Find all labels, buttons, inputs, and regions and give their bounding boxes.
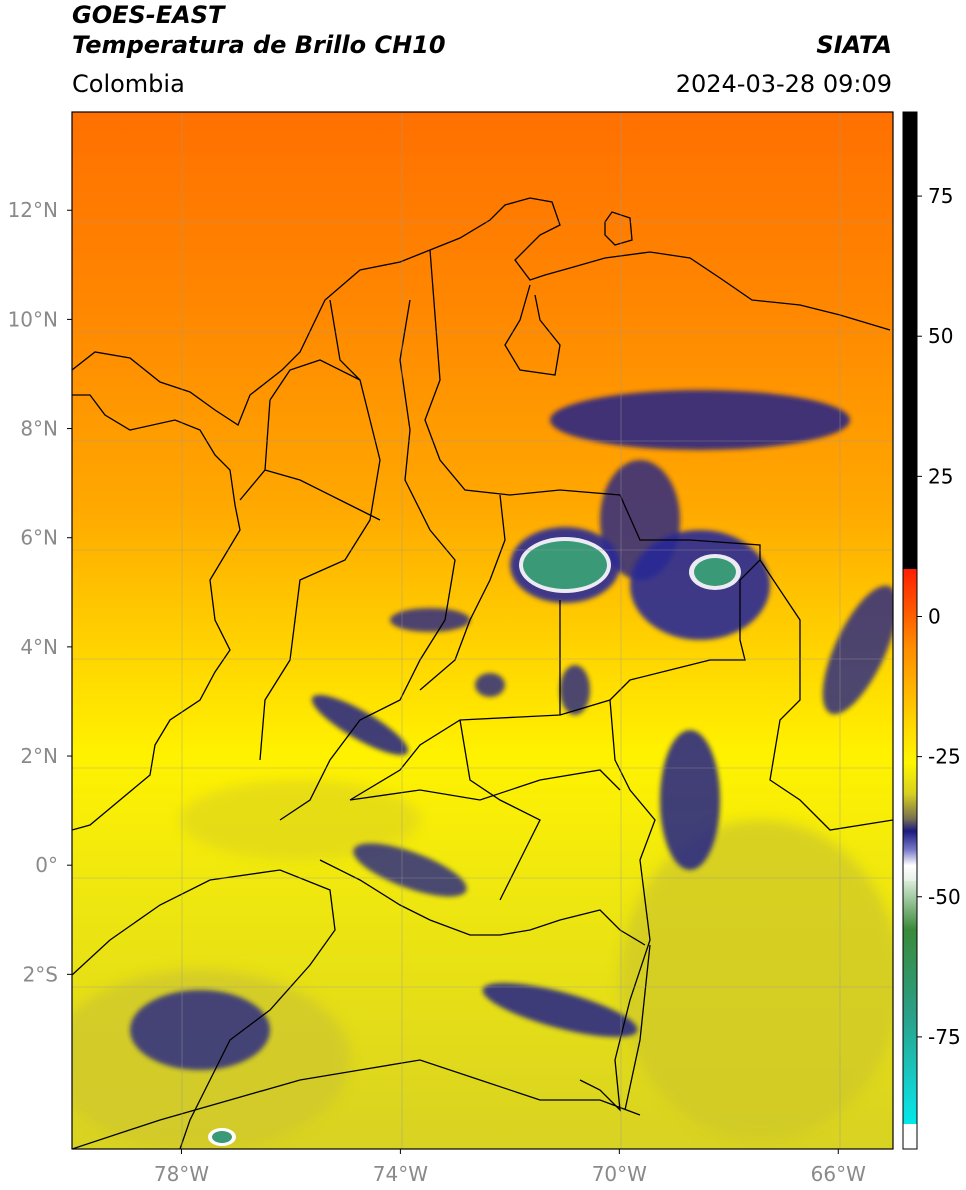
coastlines-and-borders xyxy=(72,197,893,1149)
title-block: GOES-EAST Temperatura de Brillo CH10 xyxy=(72,0,446,60)
colorbar-min-segment xyxy=(903,1124,917,1149)
lon-tick-label: 78°W xyxy=(154,1162,209,1186)
colorbar: 75 50 25 0 -25 -50 -75 xyxy=(902,111,961,1150)
colorbar-tick-label: 0 xyxy=(928,604,941,628)
latitude-labels: 12°N 10°N 8°N 6°N 4°N 2°N 0° 2°S xyxy=(8,198,72,986)
lon-tick-label: 74°W xyxy=(373,1162,428,1186)
lat-tick-label: 2°N xyxy=(20,744,58,768)
colorbar-warm-segment xyxy=(903,569,917,881)
overshooting-tops xyxy=(208,537,741,1146)
colorbar-tick-label: -50 xyxy=(928,885,961,909)
title-product: Temperatura de Brillo CH10 xyxy=(72,31,446,59)
region-label: Colombia xyxy=(72,70,185,98)
colorbar-tick-label: -25 xyxy=(928,745,961,769)
lat-tick-label: 10°N xyxy=(8,307,58,331)
lon-tick-label: 66°W xyxy=(811,1162,866,1186)
colorbar-tick-label: -75 xyxy=(928,1025,961,1049)
lon-tick-label: 70°W xyxy=(592,1162,647,1186)
lat-tick-label: 2°S xyxy=(23,962,58,986)
colorbar-tick-label: 50 xyxy=(928,324,953,348)
lat-tick-label: 0° xyxy=(35,853,58,877)
longitude-labels: 78°W 74°W 70°W 66°W xyxy=(154,1149,866,1186)
satellite-image xyxy=(72,112,893,1149)
title-satellite: GOES-EAST xyxy=(72,1,225,29)
colorbar-frame xyxy=(902,111,918,1150)
colorbar-black-segment xyxy=(903,112,917,569)
lat-tick-label: 12°N xyxy=(8,198,58,222)
map-frame xyxy=(71,111,894,1150)
colorbar-tick-label: 75 xyxy=(928,184,953,208)
brand-label: SIATA xyxy=(816,31,892,59)
colorbar-cold-segment xyxy=(903,881,917,1124)
colorbar-tick-label: 25 xyxy=(928,464,953,488)
lat-tick-label: 4°N xyxy=(20,635,58,659)
timestamp-label: 2024-03-28 09:09 xyxy=(675,70,892,98)
lat-tick-label: 8°N xyxy=(20,417,58,441)
lat-tick-label: 6°N xyxy=(20,526,58,550)
colorbar-ticks: 75 50 25 0 -25 -50 -75 xyxy=(917,184,961,1049)
graticule xyxy=(72,112,893,1149)
